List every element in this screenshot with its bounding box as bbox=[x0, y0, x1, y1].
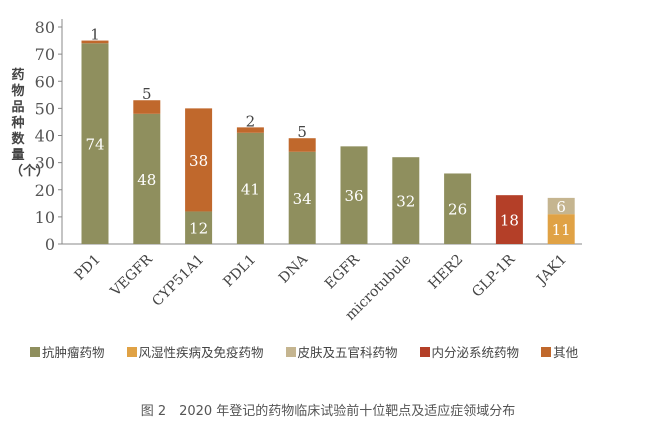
bar-segment bbox=[185, 108, 213, 212]
legend-label: 抗肿瘤药物 bbox=[42, 345, 105, 360]
x-tick-label: PD1 bbox=[72, 252, 104, 284]
y-tick-label: 60 bbox=[35, 72, 55, 91]
legend-label: 其他 bbox=[553, 345, 579, 360]
y-tick-label: 50 bbox=[35, 99, 55, 118]
stacked-bar-chart: 0 10 20 30 40 50 60 70 80 74 1 PD1 48 5 VEGFR 12 38 CYP51… bbox=[35, 18, 582, 324]
bar-segment bbox=[133, 100, 161, 114]
x-tick-label: VEGFR bbox=[107, 251, 156, 300]
legend-item: 其他 bbox=[541, 342, 578, 361]
bar-segment bbox=[185, 211, 213, 244]
legend-swatch bbox=[126, 346, 137, 357]
data-label: 2 bbox=[246, 112, 256, 130]
legend-label: 风湿性疾病及免疫药物 bbox=[138, 345, 264, 360]
y-tick-label: 0 bbox=[45, 235, 55, 254]
y-tick-label: 40 bbox=[35, 127, 55, 146]
data-label: 12 bbox=[189, 220, 208, 238]
bar-segment bbox=[288, 138, 316, 152]
bar-segment bbox=[444, 173, 472, 244]
x-tick-label: GLP-1R bbox=[469, 251, 518, 300]
bar-segment bbox=[495, 195, 523, 244]
legend-label: 皮肤及五官科药物 bbox=[297, 345, 398, 360]
legend-swatch bbox=[419, 346, 430, 357]
y-tick-label: 70 bbox=[35, 45, 55, 64]
data-label: 26 bbox=[448, 201, 467, 219]
bar-segment bbox=[236, 127, 264, 133]
bar-segment bbox=[547, 197, 575, 215]
y-tick-label: 20 bbox=[35, 181, 55, 200]
x-tick-label: JAK1 bbox=[532, 252, 570, 290]
figure-caption: 图 2 2020 年登记的药物临床试验前十位靶点及适应症领域分布 bbox=[140, 404, 516, 419]
bar-segment bbox=[81, 43, 109, 245]
legend-item: 内分泌系统药物 bbox=[419, 342, 520, 361]
data-label: 6 bbox=[556, 198, 566, 216]
data-label: 32 bbox=[396, 193, 415, 211]
legend-item: 抗肿瘤药物 bbox=[30, 342, 105, 361]
data-label: 11 bbox=[552, 221, 571, 239]
x-tick-label: DNA bbox=[276, 251, 312, 287]
bar-segment bbox=[340, 146, 368, 244]
bar-segment bbox=[236, 132, 264, 244]
data-label: 5 bbox=[142, 85, 152, 103]
legend-swatch bbox=[30, 346, 40, 357]
data-label: 41 bbox=[241, 180, 260, 198]
bar-segment bbox=[392, 157, 420, 244]
x-tick-label: PDL1 bbox=[220, 252, 259, 291]
data-label: 38 bbox=[189, 152, 208, 170]
y-tick-label: 80 bbox=[35, 18, 55, 37]
bar-segment bbox=[133, 113, 161, 244]
legend-swatch bbox=[541, 346, 552, 357]
data-label: 1 bbox=[90, 26, 100, 44]
data-label: 34 bbox=[293, 190, 312, 208]
data-label: 5 bbox=[297, 123, 307, 141]
legend-swatch bbox=[285, 346, 296, 357]
data-label: 18 bbox=[500, 212, 519, 230]
legend-item: 皮肤及五官科药物 bbox=[285, 342, 398, 361]
data-label: 36 bbox=[344, 187, 363, 205]
x-tick-label: EGFR bbox=[322, 251, 363, 292]
legend-item: 风湿性疾病及免疫药物 bbox=[126, 342, 264, 361]
x-tick-label: CYP51A1 bbox=[149, 252, 207, 310]
legend-label: 内分泌系统药物 bbox=[431, 345, 520, 360]
data-label: 48 bbox=[137, 171, 156, 189]
bar-segment bbox=[81, 40, 109, 44]
y-tick-label: 30 bbox=[35, 154, 55, 173]
y-tick-label: 10 bbox=[35, 208, 55, 227]
bar-segment bbox=[547, 214, 575, 244]
bar-segment bbox=[288, 151, 316, 244]
x-tick-label: HER2 bbox=[425, 252, 466, 293]
legend: 抗肿瘤药物 风湿性疾病及免疫药物 皮肤及五官科药物 内分泌系统药物 其他 bbox=[30, 342, 578, 361]
data-label: 74 bbox=[85, 136, 104, 154]
